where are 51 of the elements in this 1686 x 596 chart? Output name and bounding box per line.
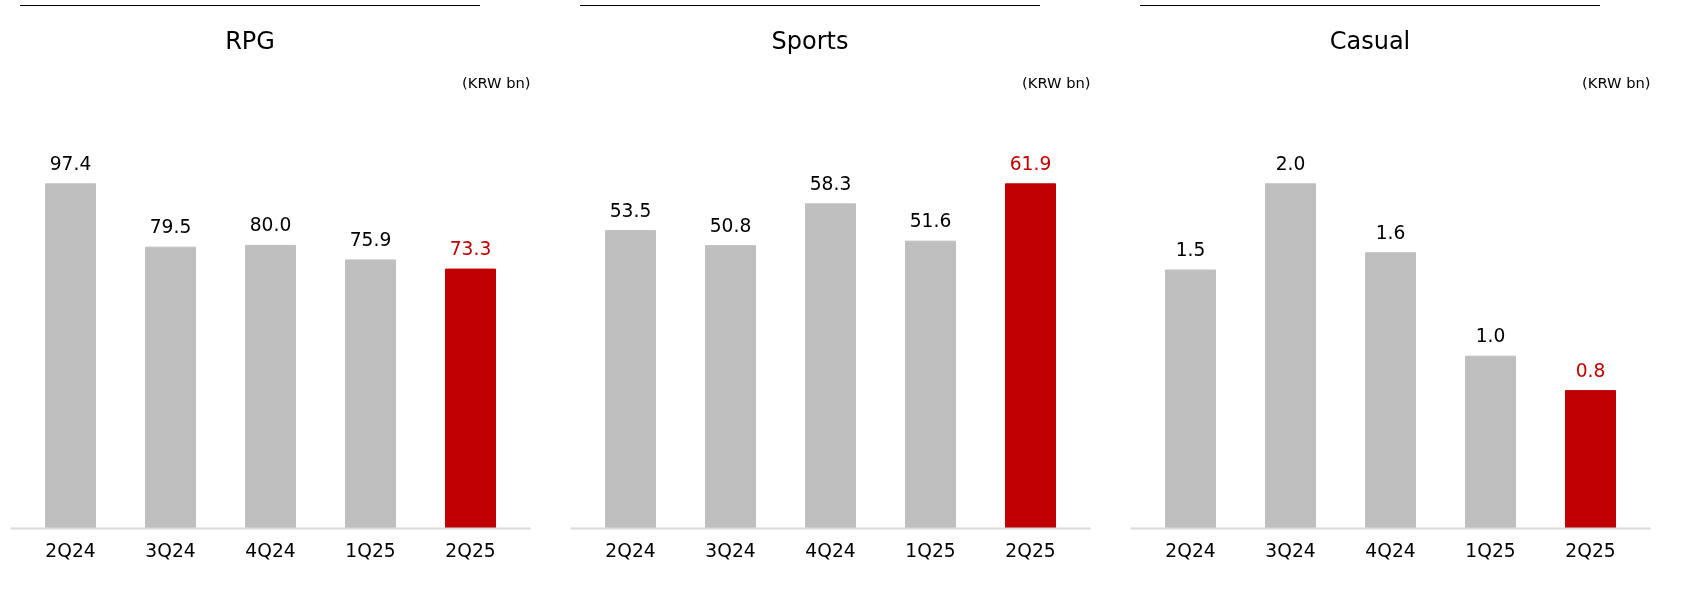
data-label: 51.6: [909, 210, 952, 232]
bar: [245, 245, 296, 529]
x-tick-label: 3Q24: [705, 539, 756, 561]
x-tick-label: 4Q24: [245, 539, 296, 561]
data-label: 1.5: [1175, 239, 1206, 261]
chart-title: Sports: [771, 26, 849, 57]
data-label: 58.3: [809, 173, 852, 195]
bar: [1005, 183, 1056, 529]
data-label: 73.3: [449, 238, 492, 260]
data-label: 61.9: [1009, 153, 1052, 175]
bar: [1165, 269, 1216, 529]
x-tick-label: 1Q25: [345, 539, 396, 561]
x-tick-label: 4Q24: [805, 539, 856, 561]
data-label: 0.8: [1575, 359, 1606, 381]
chart-title: RPG: [225, 26, 275, 57]
data-label: 53.5: [609, 199, 652, 221]
x-tick-label: 2Q24: [605, 539, 656, 561]
data-label: 1.6: [1375, 222, 1406, 244]
text: (KRW bn): [1582, 73, 1651, 91]
bar: [445, 268, 496, 529]
data-label: 97.4: [49, 153, 92, 175]
text: (KRW bn): [462, 73, 531, 91]
text: (KRW bn): [1022, 73, 1091, 91]
bar: [145, 246, 196, 529]
bar: [45, 183, 96, 529]
bar: [605, 230, 656, 529]
data-label: 2.0: [1275, 153, 1306, 175]
x-tick-label: 3Q24: [1265, 539, 1316, 561]
bar: [805, 203, 856, 529]
x-tick-label: 1Q25: [905, 539, 956, 561]
data-label: 79.5: [149, 216, 192, 238]
bar: [905, 240, 956, 529]
bar: [345, 259, 396, 529]
x-tick-label: 1Q25: [1465, 539, 1516, 561]
x-tick-label: 2Q25: [1005, 539, 1056, 561]
bar: [705, 245, 756, 529]
bar: [1565, 390, 1616, 529]
bar: [1265, 183, 1316, 529]
data-label: 1.0: [1475, 325, 1506, 347]
data-label: 80.0: [249, 214, 292, 236]
x-tick-label: 4Q24: [1365, 539, 1416, 561]
x-tick-label: 2Q25: [1565, 539, 1616, 561]
bar: [1465, 355, 1516, 529]
chart-title: Casual: [1329, 26, 1411, 57]
data-label: 75.9: [349, 229, 392, 251]
data-label: 50.8: [709, 214, 752, 236]
x-tick-label: 3Q24: [145, 539, 196, 561]
bar: [1365, 252, 1416, 529]
x-tick-label: 2Q24: [45, 539, 96, 561]
x-tick-label: 2Q25: [445, 539, 496, 561]
x-tick-label: 2Q24: [1165, 539, 1216, 561]
